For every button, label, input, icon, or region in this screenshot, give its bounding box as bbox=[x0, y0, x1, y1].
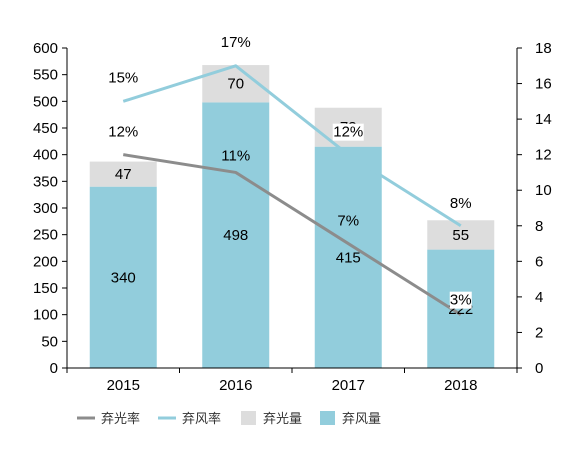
y-left-tick-label: 50 bbox=[41, 333, 58, 350]
line-label-wind-rate-2018: 8% bbox=[450, 195, 472, 212]
bar-label-solar-2018: 55 bbox=[452, 227, 469, 244]
bar-label-wind-2015: 340 bbox=[111, 269, 136, 286]
legend-label-0: 弃光率 bbox=[101, 411, 140, 426]
y-left-tick-label: 400 bbox=[33, 147, 58, 164]
y-left-tick-label: 250 bbox=[33, 227, 58, 244]
bar-wind-2015 bbox=[89, 186, 157, 368]
y-left-tick-label: 600 bbox=[33, 40, 58, 57]
bar-solar-2015 bbox=[89, 161, 157, 187]
labels-layer: 3404749870415732225512%11%7%3%15%17%12%8… bbox=[108, 34, 473, 318]
y-left-tick-label: 100 bbox=[33, 307, 58, 324]
lines-layer bbox=[122, 64, 462, 316]
y-left-tick-label: 350 bbox=[33, 173, 58, 190]
line-label-wind-rate-2017: 12% bbox=[333, 124, 363, 141]
bar-label-wind-2016: 498 bbox=[223, 227, 248, 244]
bar-label-wind-2017: 415 bbox=[336, 249, 361, 266]
y-left-tick-label: 300 bbox=[33, 200, 58, 217]
line-label-solar-rate-2016: 11% bbox=[221, 147, 250, 164]
y-left-tick-label: 500 bbox=[33, 93, 58, 110]
line-label-wind-rate-2016: 17% bbox=[221, 34, 251, 51]
y-right-tick-label: 8 bbox=[535, 218, 543, 235]
y-right-tick-label: 0 bbox=[535, 360, 543, 377]
line-label-solar-rate-2018: 3% bbox=[450, 292, 472, 309]
y-right-tick-label: 14 bbox=[535, 111, 552, 128]
y-right-tick-label: 10 bbox=[535, 182, 552, 199]
y-left-tick-label: 150 bbox=[33, 280, 58, 297]
x-tick-label-2018: 2018 bbox=[444, 377, 477, 394]
y-right-tick-label: 4 bbox=[535, 289, 543, 306]
x-tick-label-2017: 2017 bbox=[332, 377, 365, 394]
legend-label-1: 弃风率 bbox=[182, 411, 221, 426]
bar-wind-2016 bbox=[202, 102, 270, 369]
line-label-solar-rate-2015: 12% bbox=[108, 124, 138, 141]
y-right-tick-label: 2 bbox=[535, 324, 543, 341]
line-label-wind-rate-2015: 15% bbox=[108, 69, 138, 86]
y-left-tick-label: 450 bbox=[33, 120, 58, 137]
y-right-tick-label: 18 bbox=[535, 40, 552, 57]
y-left-tick-label: 200 bbox=[33, 253, 58, 270]
line-label-solar-rate-2017: 7% bbox=[337, 213, 359, 230]
x-tick-label-2015: 2015 bbox=[107, 377, 140, 394]
legend: 弃光率 弃风率 弃光量 弃风量 bbox=[77, 411, 381, 426]
y-right-tick-label: 6 bbox=[535, 253, 543, 270]
bars-layer bbox=[89, 65, 495, 369]
bar-wind-2018 bbox=[427, 249, 495, 368]
axes-layer: 0 50 100 150 200 250 300 350 400 450 500 550 600 0 2 4 6… bbox=[33, 40, 552, 394]
legend-swatch-2 bbox=[241, 411, 256, 425]
legend-label-2: 弃光量 bbox=[263, 411, 302, 426]
line-label-bg bbox=[332, 123, 364, 141]
bar-label-solar-2016: 70 bbox=[227, 76, 244, 93]
line-wind-rate bbox=[122, 64, 462, 228]
y-left-tick-label: 0 bbox=[50, 360, 58, 377]
line-solar-rate bbox=[123, 153, 462, 316]
y-left-tick-label: 550 bbox=[33, 67, 58, 84]
legend-label-3: 弃风量 bbox=[342, 411, 381, 426]
y-right-tick-label: 16 bbox=[535, 76, 552, 93]
x-tick-label-2016: 2016 bbox=[219, 377, 252, 394]
bar-label-solar-2015: 47 bbox=[115, 166, 132, 183]
legend-swatch-3 bbox=[320, 411, 335, 425]
y-right-tick-label: 12 bbox=[535, 147, 552, 164]
line-label-bg bbox=[449, 291, 472, 309]
